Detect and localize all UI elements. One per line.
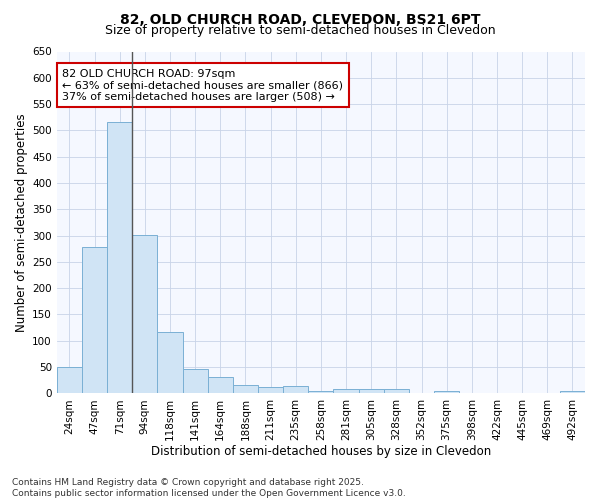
Bar xyxy=(434,391,459,394)
Text: Size of property relative to semi-detached houses in Clevedon: Size of property relative to semi-detach… xyxy=(104,24,496,37)
Bar xyxy=(283,386,308,394)
Bar xyxy=(233,385,258,394)
Bar xyxy=(308,390,334,394)
Text: 82, OLD CHURCH ROAD, CLEVEDON, BS21 6PT: 82, OLD CHURCH ROAD, CLEVEDON, BS21 6PT xyxy=(120,12,480,26)
Bar xyxy=(57,366,82,394)
Text: 82 OLD CHURCH ROAD: 97sqm
← 63% of semi-detached houses are smaller (866)
37% of: 82 OLD CHURCH ROAD: 97sqm ← 63% of semi-… xyxy=(62,68,343,102)
Bar xyxy=(560,390,585,394)
Text: Contains HM Land Registry data © Crown copyright and database right 2025.
Contai: Contains HM Land Registry data © Crown c… xyxy=(12,478,406,498)
Bar xyxy=(107,122,132,394)
X-axis label: Distribution of semi-detached houses by size in Clevedon: Distribution of semi-detached houses by … xyxy=(151,444,491,458)
Bar xyxy=(157,332,182,394)
Y-axis label: Number of semi-detached properties: Number of semi-detached properties xyxy=(15,113,28,332)
Bar xyxy=(334,388,359,394)
Bar xyxy=(82,247,107,394)
Bar xyxy=(384,389,409,394)
Bar xyxy=(258,386,283,394)
Bar xyxy=(182,368,208,394)
Bar xyxy=(208,377,233,394)
Bar xyxy=(132,235,157,394)
Bar xyxy=(359,388,384,394)
